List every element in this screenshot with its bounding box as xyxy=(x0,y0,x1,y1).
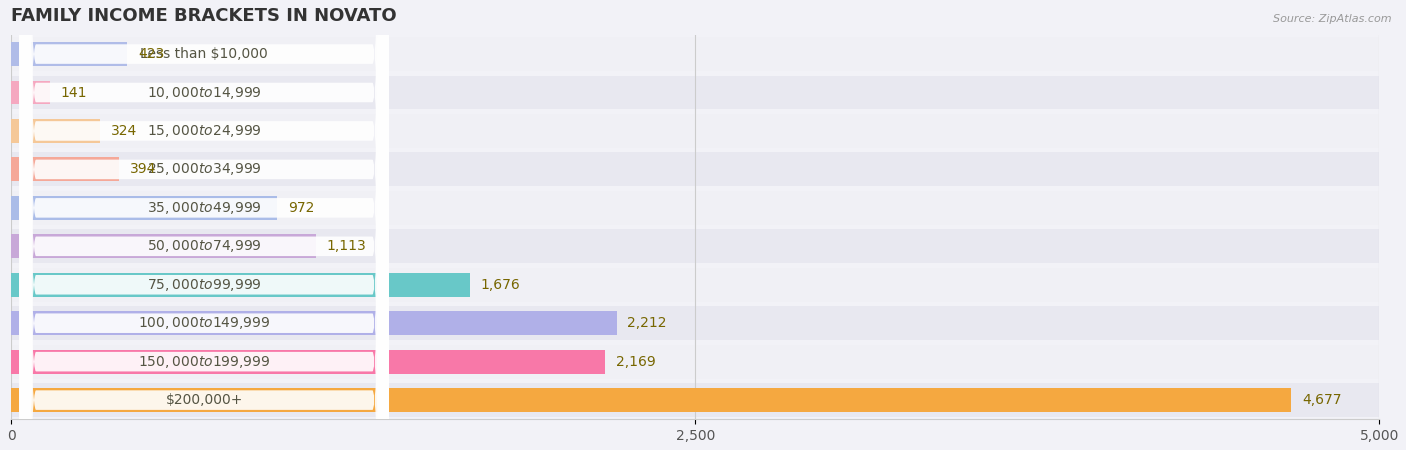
Bar xyxy=(11,268,1379,302)
Bar xyxy=(11,306,1379,340)
Text: 4,677: 4,677 xyxy=(1302,393,1341,407)
Text: 423: 423 xyxy=(138,47,165,61)
FancyBboxPatch shape xyxy=(20,0,389,450)
Bar xyxy=(11,345,1379,378)
Bar xyxy=(11,230,1379,263)
Text: $35,000 to $49,999: $35,000 to $49,999 xyxy=(146,200,262,216)
FancyBboxPatch shape xyxy=(20,0,389,450)
Text: $10,000 to $14,999: $10,000 to $14,999 xyxy=(146,85,262,100)
Text: 324: 324 xyxy=(111,124,138,138)
FancyBboxPatch shape xyxy=(20,0,389,450)
Text: Source: ZipAtlas.com: Source: ZipAtlas.com xyxy=(1274,14,1392,23)
Bar xyxy=(11,153,1379,186)
Text: $15,000 to $24,999: $15,000 to $24,999 xyxy=(146,123,262,139)
FancyBboxPatch shape xyxy=(20,0,389,450)
Text: $150,000 to $199,999: $150,000 to $199,999 xyxy=(138,354,270,369)
Bar xyxy=(11,234,316,258)
Bar xyxy=(11,119,100,143)
Bar xyxy=(11,388,1291,412)
Bar xyxy=(11,191,1379,225)
Bar xyxy=(11,37,1379,71)
Bar xyxy=(11,311,617,335)
Text: 972: 972 xyxy=(288,201,315,215)
FancyBboxPatch shape xyxy=(20,0,389,450)
Bar xyxy=(11,42,127,66)
Text: $25,000 to $34,999: $25,000 to $34,999 xyxy=(146,162,262,177)
Bar xyxy=(11,273,470,297)
Text: $200,000+: $200,000+ xyxy=(166,393,243,407)
FancyBboxPatch shape xyxy=(20,0,389,450)
Text: 2,169: 2,169 xyxy=(616,355,655,369)
FancyBboxPatch shape xyxy=(20,0,389,450)
Bar xyxy=(11,383,1379,417)
Bar xyxy=(11,81,49,104)
Text: 394: 394 xyxy=(131,162,156,176)
FancyBboxPatch shape xyxy=(20,0,389,450)
Text: Less than $10,000: Less than $10,000 xyxy=(141,47,269,61)
Text: FAMILY INCOME BRACKETS IN NOVATO: FAMILY INCOME BRACKETS IN NOVATO xyxy=(11,7,396,25)
Bar xyxy=(11,350,605,374)
Bar xyxy=(11,76,1379,109)
Text: 1,676: 1,676 xyxy=(481,278,520,292)
Text: $75,000 to $99,999: $75,000 to $99,999 xyxy=(146,277,262,293)
Bar xyxy=(11,158,120,181)
Bar xyxy=(11,114,1379,148)
FancyBboxPatch shape xyxy=(20,0,389,450)
Text: 1,113: 1,113 xyxy=(326,239,367,253)
Text: $50,000 to $74,999: $50,000 to $74,999 xyxy=(146,238,262,254)
Text: $100,000 to $149,999: $100,000 to $149,999 xyxy=(138,315,270,331)
FancyBboxPatch shape xyxy=(20,0,389,450)
Bar xyxy=(11,196,277,220)
Text: 141: 141 xyxy=(60,86,87,99)
Text: 2,212: 2,212 xyxy=(627,316,666,330)
